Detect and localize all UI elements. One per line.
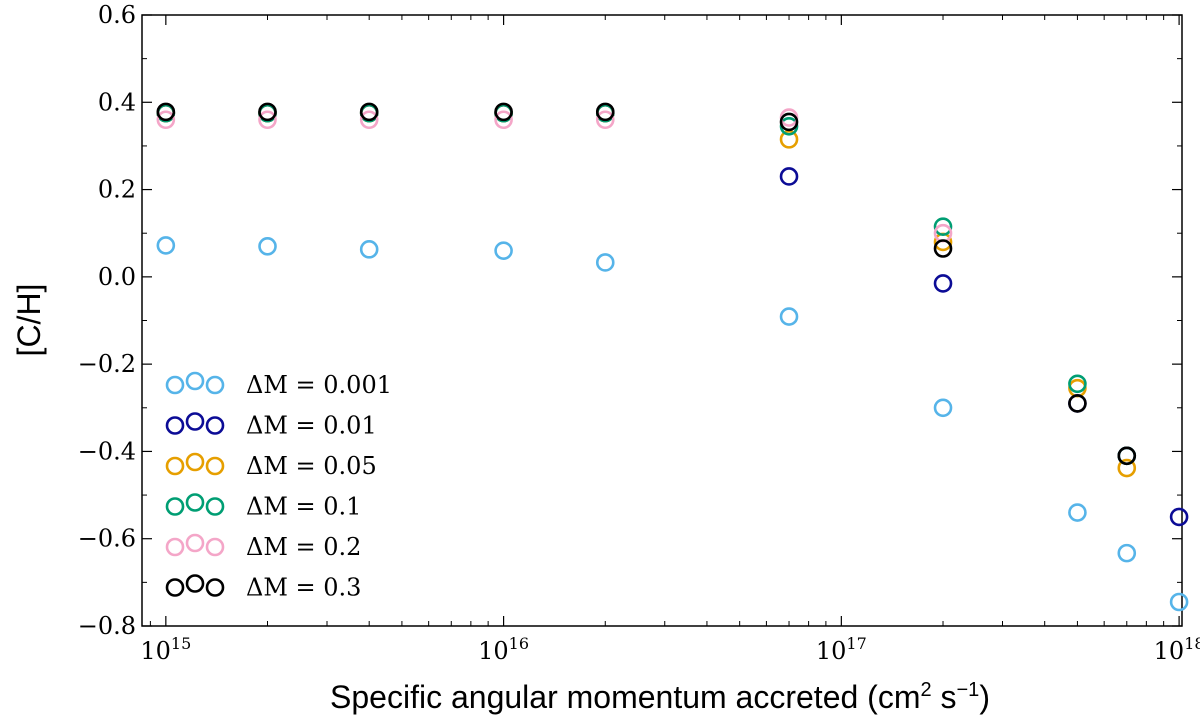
x-tick-label: 1015 xyxy=(140,634,191,665)
data-point xyxy=(595,110,615,130)
legend-marker xyxy=(205,375,225,395)
data-point xyxy=(1117,543,1137,563)
legend-marker xyxy=(165,375,185,395)
legend-label: ΔM = 0.1 xyxy=(246,493,361,521)
data-point xyxy=(779,167,799,186)
data-point xyxy=(359,102,379,122)
data-point xyxy=(779,112,799,132)
data-point xyxy=(1068,394,1087,413)
legend-label: ΔM = 0.001 xyxy=(246,371,392,399)
data-point xyxy=(1117,446,1137,466)
data-point xyxy=(156,102,176,122)
legend-marker xyxy=(205,497,225,516)
data-point xyxy=(1117,458,1137,478)
legend-marker xyxy=(205,416,225,435)
y-tick-label: 0.6 xyxy=(98,1,136,29)
data-point xyxy=(933,274,953,293)
data-point xyxy=(258,110,277,130)
legend-label: ΔM = 0.05 xyxy=(246,452,377,480)
x-tick-label: 1016 xyxy=(478,634,529,665)
y-tick-label: −0.6 xyxy=(78,525,136,553)
y-tick-label: −0.4 xyxy=(78,437,136,465)
data-point xyxy=(779,130,799,149)
data-point xyxy=(1068,374,1087,394)
legend-label: ΔM = 0.3 xyxy=(246,574,361,602)
data-point xyxy=(933,217,953,236)
legend: ΔM = 0.001 ΔM = 0.01 ΔM = 0.05 ΔM = 0.1 ΔM =… xyxy=(165,371,392,602)
data-point xyxy=(359,110,379,130)
data-point xyxy=(494,110,513,130)
data-point xyxy=(933,398,953,418)
data-points xyxy=(156,102,1189,612)
legend-marker xyxy=(165,456,185,476)
x-tick-label: 1017 xyxy=(816,634,867,665)
legend-marker xyxy=(185,574,205,593)
x-tick-label: 1018 xyxy=(1154,634,1200,665)
legend-marker xyxy=(165,537,185,557)
legend-marker xyxy=(185,493,205,512)
x-axis-title: Specific angular momentum accreted (cm2 … xyxy=(330,679,990,715)
legend-marker xyxy=(165,497,185,516)
data-point xyxy=(156,236,176,255)
data-point xyxy=(1169,592,1189,612)
legend-label: ΔM = 0.01 xyxy=(246,412,377,440)
legend-marker xyxy=(185,452,205,472)
data-point xyxy=(494,241,513,260)
legend-marker xyxy=(185,371,205,391)
data-point xyxy=(779,307,799,326)
legend-marker xyxy=(205,456,225,476)
legend-marker xyxy=(165,416,185,435)
legend-marker xyxy=(185,412,205,431)
data-point xyxy=(258,237,277,256)
y-tick-label: 0.2 xyxy=(98,176,136,204)
axis-ticks xyxy=(142,14,1182,627)
legend-marker xyxy=(185,533,205,553)
data-point xyxy=(595,253,615,272)
y-tick-label: 0.4 xyxy=(98,88,136,116)
data-point xyxy=(595,102,615,122)
y-axis-title: [C/H] xyxy=(11,284,47,357)
data-point xyxy=(359,240,379,259)
data-point xyxy=(1068,503,1087,522)
legend-marker xyxy=(205,537,225,557)
y-tick-label: −0.8 xyxy=(78,612,136,640)
data-point xyxy=(258,102,277,122)
y-tick-label: −0.2 xyxy=(78,350,136,378)
data-point xyxy=(494,102,513,122)
legend-marker xyxy=(165,578,185,597)
legend-label: ΔM = 0.2 xyxy=(246,533,361,561)
data-point xyxy=(933,239,953,258)
data-point xyxy=(1169,507,1189,527)
y-tick-label: 0.0 xyxy=(98,263,136,291)
data-point xyxy=(156,110,176,130)
legend-marker xyxy=(205,578,225,597)
